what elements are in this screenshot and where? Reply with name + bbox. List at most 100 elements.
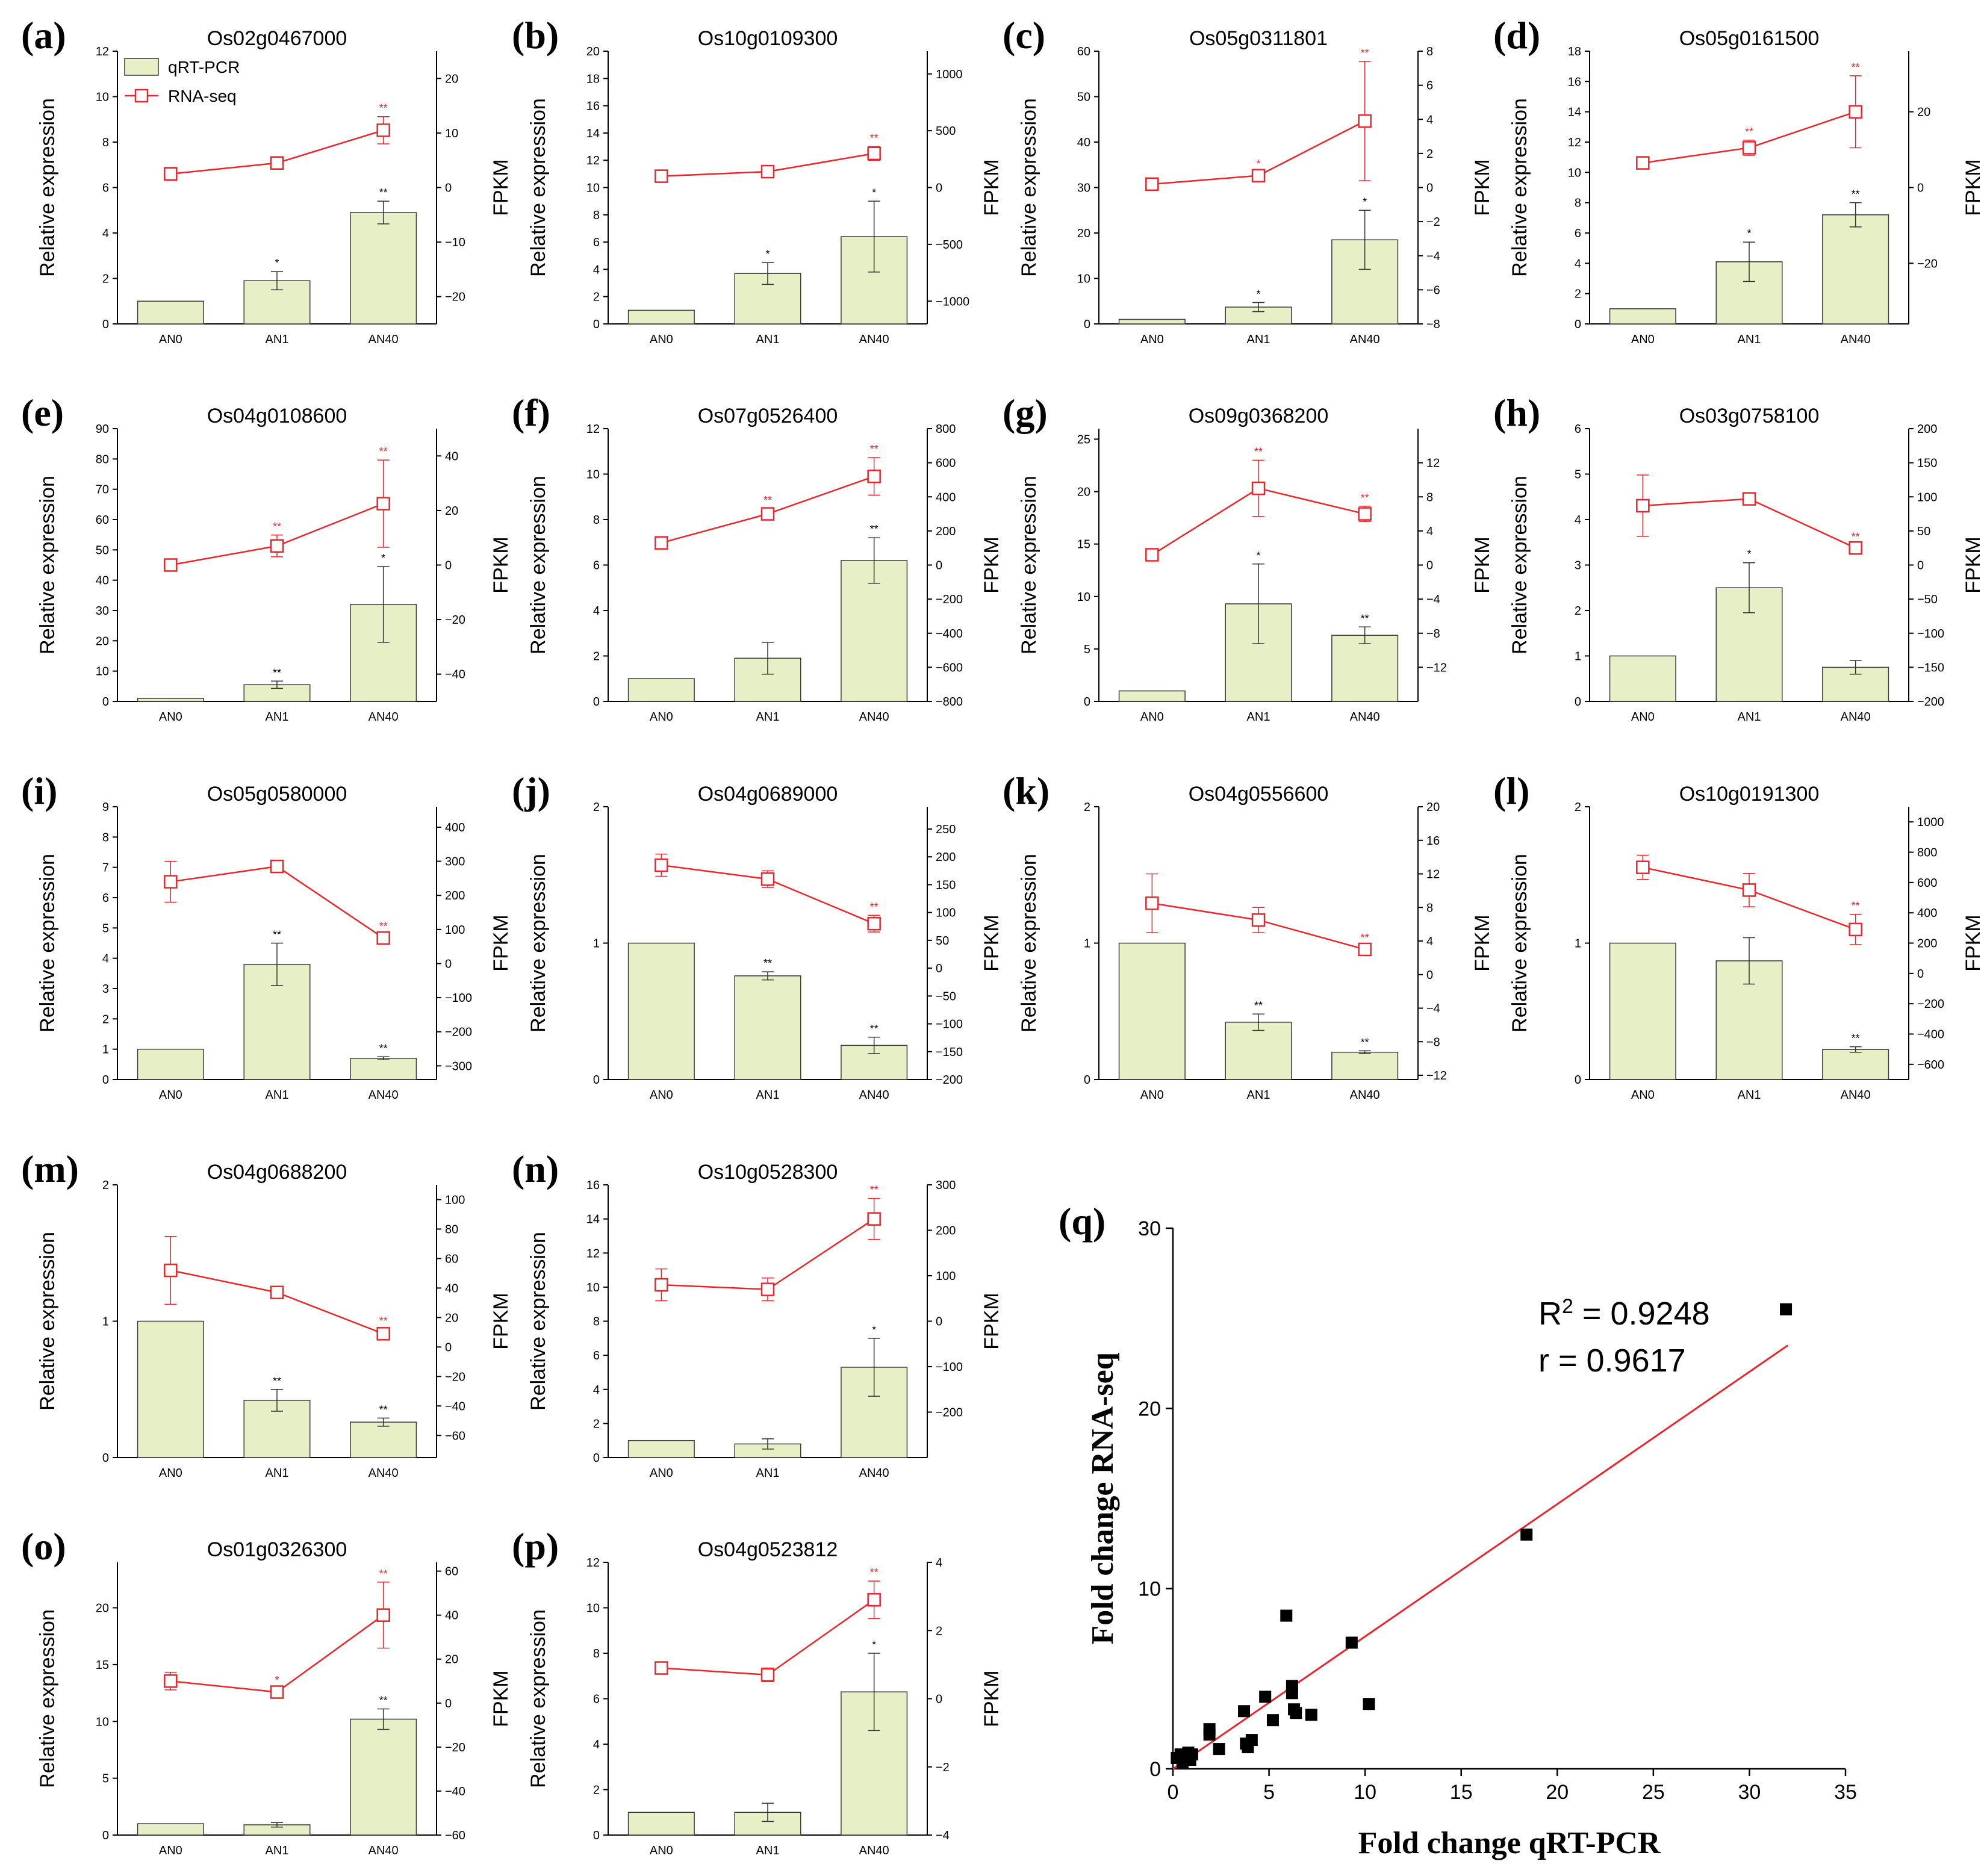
line-point xyxy=(164,1263,178,1278)
right-tick-label: −2 xyxy=(936,1761,950,1774)
bar-significance: ** xyxy=(273,666,281,679)
right-tick-label: 100 xyxy=(445,924,465,937)
scatter-point xyxy=(1520,1528,1533,1541)
line-point xyxy=(164,875,178,889)
right-tick-label: 2 xyxy=(1426,148,1433,161)
line-significance: ** xyxy=(1361,492,1369,504)
panel-title: Os04g0689000 xyxy=(698,783,838,806)
y-left-label: Relative expression xyxy=(1018,98,1040,277)
category-label: AN40 xyxy=(1841,710,1871,724)
panel-h: (h) Os03g0758100 0 1 2 3 4 5 6 −200 −150 −100 −50 0 50… xyxy=(1493,391,1984,724)
category-label: AN40 xyxy=(1350,1089,1380,1102)
left-tick-label: 12 xyxy=(586,423,600,436)
bar-AN40 xyxy=(1331,1051,1399,1080)
panel-title: Os01g0326300 xyxy=(207,1538,347,1561)
panel-q: (q) 0 5 10 15 20 25 30 35 0 10 20 30 Fold change qRT-… xyxy=(1059,1200,1857,1860)
right-tick-label: −150 xyxy=(936,1046,963,1059)
y-tick-label: 30 xyxy=(1138,1217,1161,1240)
left-tick-label: 60 xyxy=(96,514,109,527)
scatter-point xyxy=(1345,1636,1358,1649)
category-label: AN0 xyxy=(159,1844,182,1857)
right-tick-label: 40 xyxy=(445,1609,458,1623)
panel-letter: (a) xyxy=(21,14,66,57)
line-significance: ** xyxy=(763,494,772,506)
line-point xyxy=(760,1668,775,1682)
left-tick-label: 0 xyxy=(1084,695,1090,709)
bar-significance: ** xyxy=(870,523,878,535)
right-tick-label: −20 xyxy=(1917,257,1938,270)
line-point xyxy=(655,1278,668,1292)
right-tick-label: 0 xyxy=(445,182,452,195)
panel-title: Os10g0528300 xyxy=(698,1161,838,1184)
category-label: AN0 xyxy=(650,1467,673,1480)
bar-AN40 xyxy=(350,1421,417,1458)
left-tick-label: 8 xyxy=(593,1647,600,1660)
left-tick-label: 4 xyxy=(593,604,600,618)
panel-j: (j) Os04g0689000 0 1 2 −200 −150 −100 −50 0 50 100 1… xyxy=(512,769,1003,1102)
line-point xyxy=(655,858,668,872)
left-tick-label: 4 xyxy=(1575,257,1581,270)
line-point xyxy=(867,916,881,931)
left-tick-label: 6 xyxy=(593,236,600,249)
left-tick-label: 5 xyxy=(102,1772,109,1786)
panel-title: Os09g0368200 xyxy=(1189,405,1329,427)
right-tick-label: 300 xyxy=(936,1179,956,1192)
right-tick-label: −600 xyxy=(1917,1058,1944,1072)
category-label: AN1 xyxy=(1738,333,1761,346)
bar-AN0 xyxy=(627,309,695,325)
line-point xyxy=(1849,541,1862,555)
bar-significance: * xyxy=(1256,550,1260,562)
category-label: AN1 xyxy=(756,1467,780,1480)
panel-letter: (d) xyxy=(1493,14,1540,57)
category-label: AN1 xyxy=(1247,333,1270,346)
line-significance: ** xyxy=(870,1184,878,1196)
left-tick-label: 14 xyxy=(586,127,600,140)
right-tick-label: −60 xyxy=(445,1429,465,1443)
left-tick-label: 30 xyxy=(1077,182,1090,195)
line-point xyxy=(164,558,178,572)
category-label: AN1 xyxy=(756,1844,780,1857)
right-tick-label: 40 xyxy=(445,450,458,463)
line-point xyxy=(270,539,284,553)
right-tick-label: 300 xyxy=(445,856,465,869)
left-tick-label: 3 xyxy=(102,983,109,996)
left-tick-label: 12 xyxy=(586,1247,600,1260)
left-tick-label: 3 xyxy=(1575,559,1581,573)
left-tick-label: 1 xyxy=(1575,650,1581,663)
right-tick-label: 200 xyxy=(1917,423,1937,436)
left-tick-label: 12 xyxy=(586,1556,600,1570)
left-tick-label: 10 xyxy=(586,468,600,482)
right-tick-label: 0 xyxy=(936,1693,942,1706)
panel-p: (p) Os04g0523812 0 2 4 6 8 10 12 −4 −2 0 2 4 Relative … xyxy=(512,1525,1003,1857)
scatter-point xyxy=(1266,1714,1279,1727)
bar-AN40 xyxy=(350,1058,417,1080)
legend-line-marker xyxy=(134,89,149,103)
right-tick-label: 100 xyxy=(445,1193,465,1207)
line-point xyxy=(655,536,668,550)
right-tick-label: 0 xyxy=(936,1315,942,1329)
right-tick-label: 0 xyxy=(1917,968,1924,981)
scatter-point xyxy=(1286,1687,1298,1700)
line-point xyxy=(1849,105,1862,119)
y-right-label: FPKM xyxy=(1471,915,1494,971)
line-point xyxy=(164,1674,178,1688)
left-tick-label: 16 xyxy=(586,100,600,113)
legend-bar-label: qRT-PCR xyxy=(168,58,240,76)
r2-symbol: R xyxy=(1538,1296,1562,1332)
right-tick-label: −300 xyxy=(445,1060,472,1073)
bar-AN1 xyxy=(1715,587,1783,702)
bar-AN1 xyxy=(1225,1022,1292,1080)
r2-annotation: R2 = 0.9248 xyxy=(1538,1295,1710,1332)
bar-AN0 xyxy=(137,1048,204,1080)
panel-i: (i) Os05g0580000 0 1 2 3 4 5 6 7 8 9 −300 −200 −100 0 10… xyxy=(21,769,512,1102)
right-tick-label: 200 xyxy=(936,525,956,538)
legend-bar-swatch xyxy=(124,58,159,76)
scatter-point xyxy=(1203,1728,1216,1741)
bar-AN0 xyxy=(1609,308,1676,325)
x-tick-label: 35 xyxy=(1834,1781,1857,1804)
right-tick-label: 0 xyxy=(1426,969,1433,982)
line-point xyxy=(867,1212,881,1226)
category-label: AN0 xyxy=(159,1089,182,1102)
category-label: AN1 xyxy=(266,333,289,346)
y-left-label: Relative expression xyxy=(36,854,59,1033)
